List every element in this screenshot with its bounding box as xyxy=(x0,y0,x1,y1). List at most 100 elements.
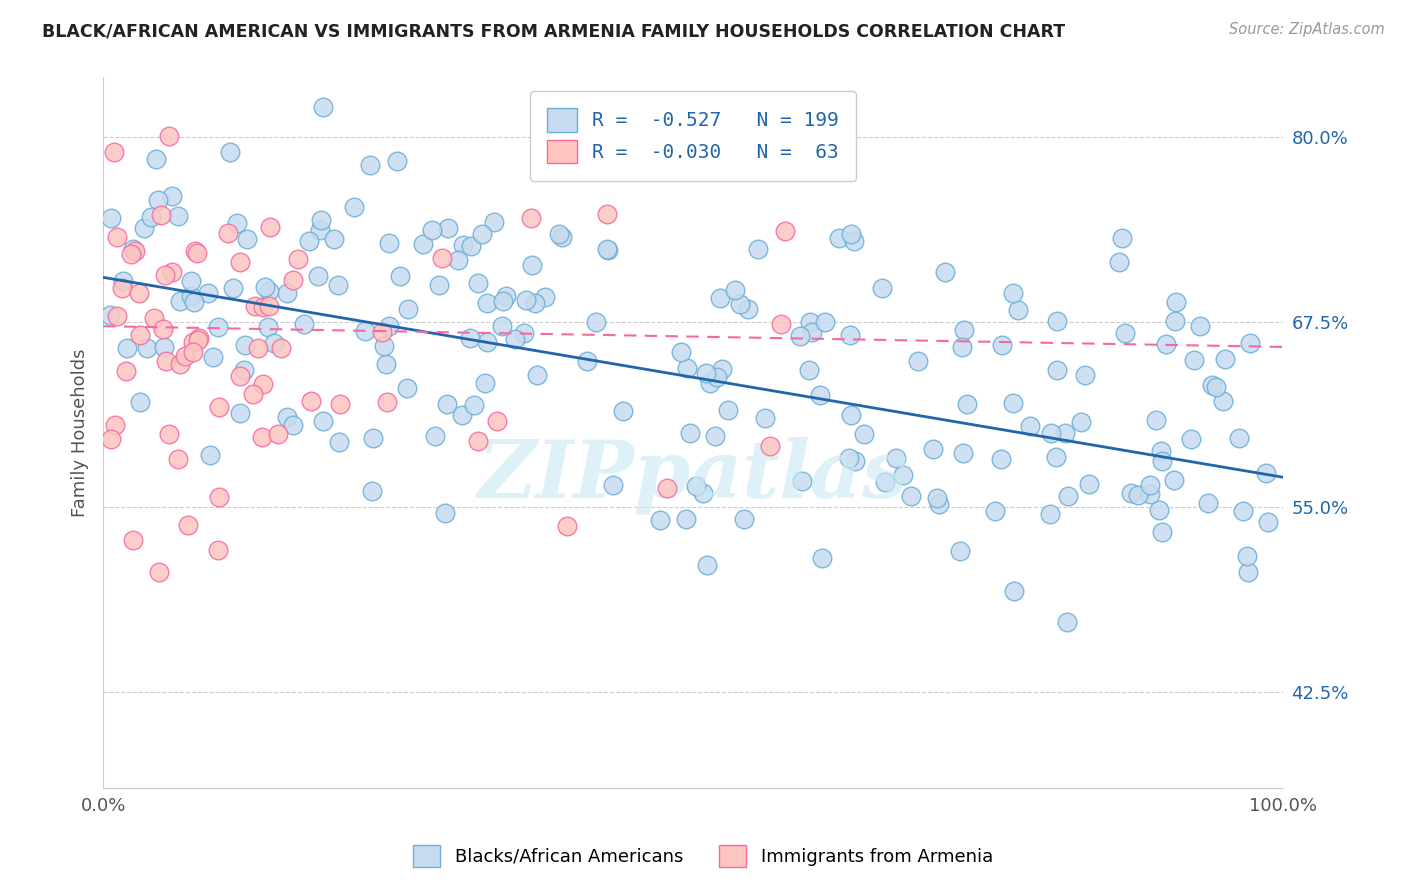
Point xyxy=(104,417,127,432)
Point xyxy=(1108,255,1130,269)
Point xyxy=(308,223,330,237)
Point xyxy=(1150,524,1173,539)
Point xyxy=(475,296,498,310)
Point xyxy=(267,427,290,442)
Point xyxy=(524,295,547,310)
Point xyxy=(1147,503,1170,517)
Point xyxy=(471,227,494,242)
Point xyxy=(1149,444,1171,458)
Point xyxy=(737,302,759,317)
Point xyxy=(153,340,176,354)
Point xyxy=(155,268,177,283)
Point xyxy=(121,533,143,548)
Point xyxy=(576,354,599,368)
Point xyxy=(124,244,146,259)
Point xyxy=(724,283,747,297)
Point xyxy=(287,252,309,267)
Point xyxy=(814,315,837,329)
Point xyxy=(759,439,782,453)
Point xyxy=(169,357,191,371)
Point xyxy=(299,393,322,408)
Point xyxy=(522,259,544,273)
Point xyxy=(797,363,820,377)
Point xyxy=(111,275,134,289)
Point xyxy=(100,211,122,225)
Point xyxy=(675,512,697,526)
Point xyxy=(692,485,714,500)
Point xyxy=(460,238,482,252)
Point xyxy=(420,223,443,237)
Point xyxy=(359,158,381,172)
Point xyxy=(1001,396,1024,410)
Point xyxy=(1144,413,1167,427)
Point xyxy=(717,403,740,417)
Point xyxy=(247,341,270,355)
Point xyxy=(844,453,866,467)
Point xyxy=(159,129,181,144)
Point xyxy=(141,210,163,224)
Point xyxy=(143,311,166,326)
Point xyxy=(243,299,266,313)
Point xyxy=(952,340,974,354)
Point xyxy=(555,519,578,533)
Point xyxy=(596,244,619,258)
Point xyxy=(1121,486,1143,500)
Point xyxy=(430,251,453,265)
Point xyxy=(217,226,239,240)
Point xyxy=(1236,549,1258,564)
Point xyxy=(343,200,366,214)
Point xyxy=(252,377,274,392)
Point xyxy=(222,281,245,295)
Point xyxy=(704,429,727,443)
Point xyxy=(491,319,513,334)
Point xyxy=(808,388,831,402)
Point xyxy=(361,484,384,499)
Point xyxy=(492,294,515,309)
Point xyxy=(242,387,264,401)
Point xyxy=(117,341,139,355)
Point xyxy=(148,565,170,579)
Point xyxy=(233,337,256,351)
Point xyxy=(900,490,922,504)
Point xyxy=(1256,467,1278,481)
Point xyxy=(276,409,298,424)
Point xyxy=(773,224,796,238)
Point xyxy=(1164,314,1187,328)
Point xyxy=(1150,454,1173,468)
Point xyxy=(152,321,174,335)
Point xyxy=(180,289,202,303)
Point xyxy=(373,339,395,353)
Point xyxy=(167,451,190,466)
Point xyxy=(1045,450,1067,464)
Point xyxy=(187,333,209,347)
Point xyxy=(1227,431,1250,445)
Point xyxy=(1018,419,1040,434)
Point xyxy=(183,295,205,310)
Legend: R =  -0.527   N = 199, R =  -0.030   N =  63: R = -0.527 N = 199, R = -0.030 N = 63 xyxy=(530,91,856,181)
Point xyxy=(146,193,169,207)
Point xyxy=(1201,377,1223,392)
Point xyxy=(326,278,349,293)
Point xyxy=(128,285,150,300)
Point xyxy=(174,349,197,363)
Point xyxy=(377,319,399,334)
Point xyxy=(475,334,498,349)
Point xyxy=(928,497,950,511)
Point xyxy=(1077,477,1099,491)
Point xyxy=(423,429,446,443)
Point xyxy=(870,281,893,295)
Point xyxy=(328,435,350,450)
Point xyxy=(873,475,896,489)
Point xyxy=(770,318,793,332)
Point xyxy=(1056,615,1078,629)
Point xyxy=(1163,473,1185,487)
Point xyxy=(1070,416,1092,430)
Point xyxy=(685,479,707,493)
Point xyxy=(208,400,231,414)
Point xyxy=(754,410,776,425)
Point xyxy=(1236,565,1258,579)
Point xyxy=(1128,488,1150,502)
Point xyxy=(1114,326,1136,340)
Point xyxy=(891,467,914,482)
Point xyxy=(283,418,305,433)
